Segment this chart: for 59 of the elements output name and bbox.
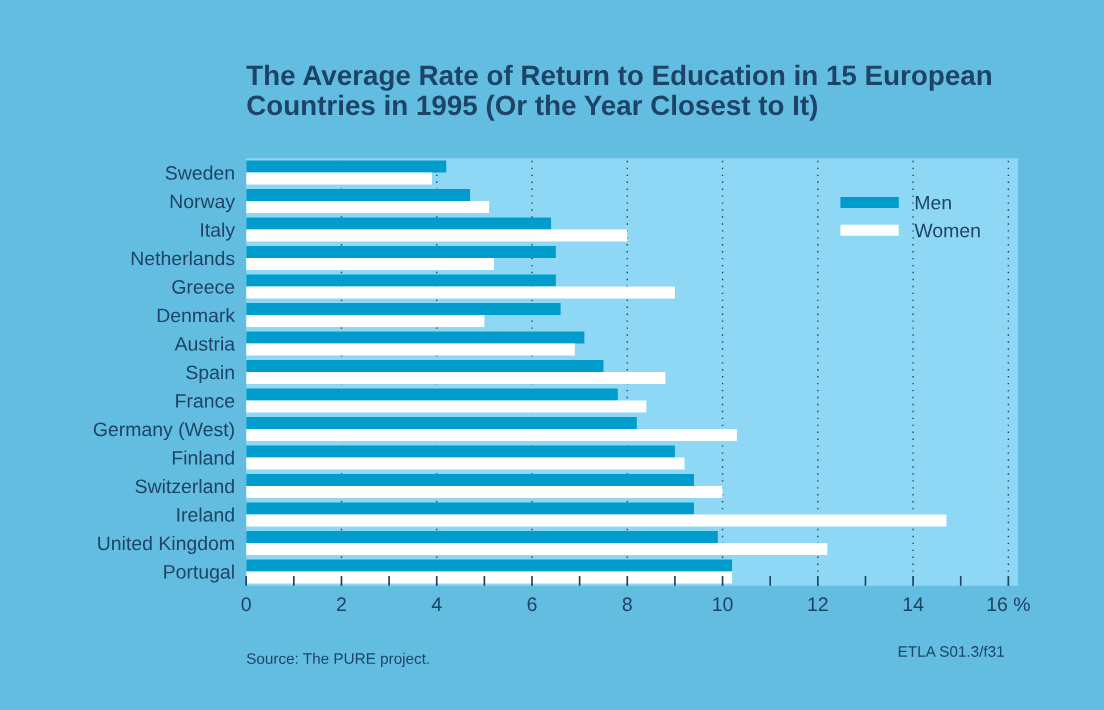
bar <box>246 246 556 259</box>
bar <box>246 502 694 515</box>
bar <box>246 258 494 271</box>
bar <box>246 543 828 555</box>
y-tick-label: United Kingdom <box>98 535 234 555</box>
bar <box>246 189 471 202</box>
bar <box>246 286 675 299</box>
bar <box>246 360 604 373</box>
bar <box>246 417 637 430</box>
y-tick-label: Denmark <box>157 308 236 323</box>
bar <box>246 160 447 173</box>
bar <box>246 445 675 458</box>
bar <box>246 429 737 441</box>
y-tick-label: Finland <box>172 450 234 465</box>
bar <box>246 474 694 487</box>
y-tick-label: Netherlands <box>131 251 235 266</box>
x-tick-label: 16 % <box>987 597 1030 612</box>
bar <box>246 217 552 230</box>
y-tick-label: Greece <box>172 280 235 294</box>
y-tick-label: Switzerland <box>135 478 234 494</box>
chart-title: The Average Rate of Return to Education in 15 European Countries in 1995 (Or the Year Closest to It) <box>246 64 991 121</box>
y-tick-label: Germany (West) <box>93 421 234 441</box>
bar <box>246 531 718 544</box>
x-tick-label: 8 <box>622 597 632 612</box>
x-tick-label: 0 <box>241 597 251 612</box>
bar <box>246 571 733 584</box>
x-tick-label: 12 <box>808 597 828 611</box>
bar <box>246 372 666 385</box>
y-tick-label: Ireland <box>177 507 234 522</box>
bar <box>246 514 947 527</box>
text: ETLA S01.3/f31 <box>898 645 1004 657</box>
bar <box>246 331 585 344</box>
legend-label: Men <box>915 195 951 210</box>
bar <box>246 229 628 242</box>
x-tick-label: 6 <box>527 597 537 612</box>
x-tick-label: 10 <box>713 597 733 612</box>
bar <box>246 486 723 498</box>
x-tick-label: 2 <box>337 597 346 611</box>
source-note: Source: The PURE project. <box>246 652 429 668</box>
y-tick-label: Italy <box>201 222 236 241</box>
y-tick-label: Spain <box>186 364 234 384</box>
y-tick-label: Portugal <box>164 564 234 583</box>
bar <box>246 303 561 316</box>
y-tick-label: Norway <box>170 194 236 213</box>
bar <box>246 343 575 356</box>
x-tick-label: 4 <box>431 597 442 611</box>
bar <box>246 559 733 572</box>
legend-label: Women <box>914 223 980 238</box>
bar <box>246 201 490 214</box>
bar <box>246 315 485 328</box>
bar <box>246 388 618 401</box>
bar <box>246 172 432 185</box>
x-tick-label: 14 <box>903 597 924 611</box>
bar <box>246 274 556 287</box>
y-tick-label: Austria <box>174 336 236 351</box>
y-tick-label: Sweden <box>165 165 234 180</box>
y-tick-label: France <box>176 394 235 408</box>
bar <box>246 457 685 470</box>
bar <box>246 400 647 413</box>
